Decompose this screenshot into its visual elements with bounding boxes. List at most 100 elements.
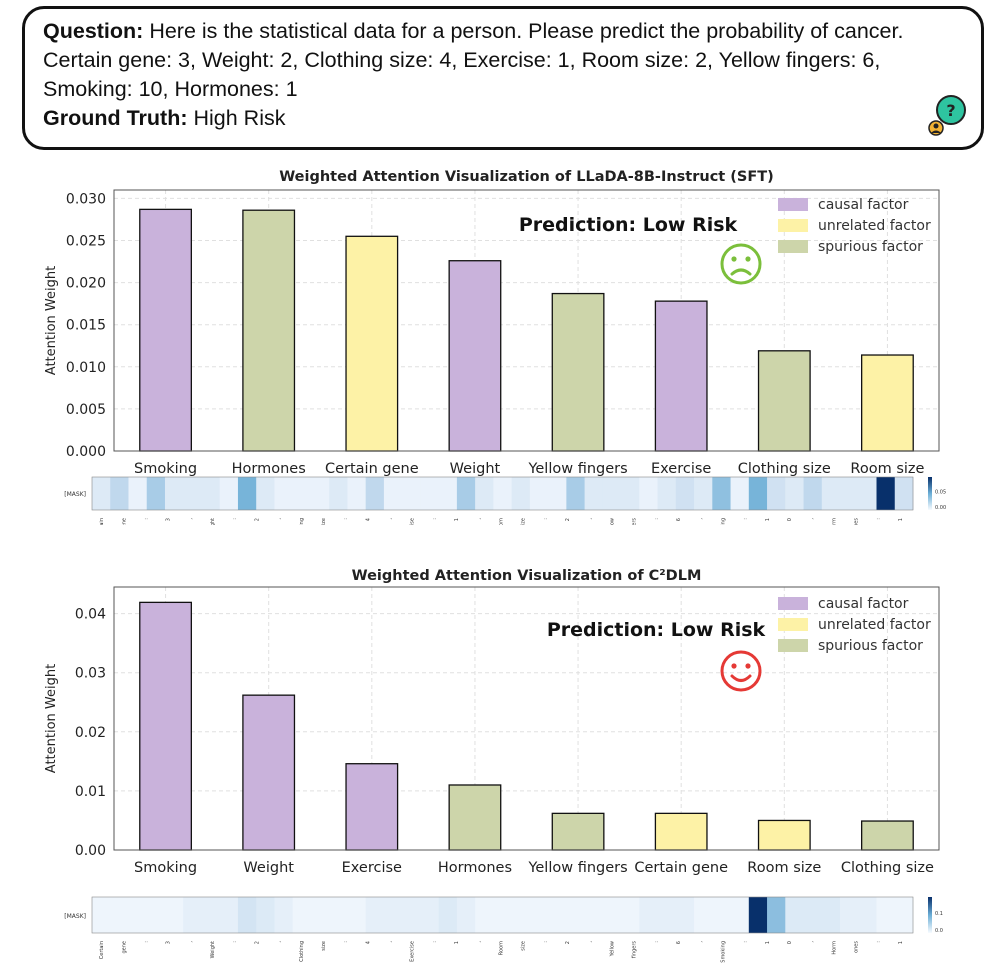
heatmap-token-label: : [232,518,238,520]
heatmap-cell [712,477,731,510]
heatmap-token-label: 4 [365,518,371,521]
plot-border [113,586,940,851]
heatmap-cell [256,897,275,933]
heatmap-cell [748,897,768,933]
heatmap-token-label: Smoking [720,518,726,525]
heatmap-token-label: , [809,941,815,943]
heatmap-cell [292,477,312,510]
heatmap-token-label: , [587,518,593,520]
heatmap-cell [785,477,804,510]
legend-swatch-unrelated [778,618,808,631]
heatmap-token-label: 2 [565,941,571,944]
heatmap-token-label: : [876,941,882,943]
heatmap-token-label: ones [854,941,860,953]
heatmap-token-label: : [143,518,149,520]
face-outline [720,650,762,692]
heatmap-token-label: Smoking [720,941,726,963]
face-left-eye [731,256,737,262]
heatmap-cell [146,477,166,510]
heatmap-token-label: , [277,518,283,520]
heatmap-token-label: Horm [831,941,837,955]
heatmap-cell [602,897,622,933]
face-left-eye [731,663,737,669]
x-tick-label: Hormones [438,860,512,876]
heatmap-token-label: : [143,941,149,943]
colorbar-tick: 0.1 [935,911,943,917]
heatmap-cell [785,897,804,933]
bar-certain-gene [345,235,399,452]
heatmap-cell [730,897,750,933]
face-mouth [730,674,752,682]
plot-border [113,189,940,452]
question-label: Question: [43,19,144,43]
heatmap-token-label: fingers [632,518,638,525]
sad-face-icon [720,243,762,285]
bar-exercise [654,300,708,452]
y-tick-label: 0.03 [75,666,106,682]
heatmap-cell [767,897,786,933]
legend-swatch-spurious [778,639,808,652]
heatmap-cell [438,897,458,933]
heatmap-token-label: size [321,518,327,525]
x-tick-label: Exercise [651,461,711,477]
x-tick-label: Exercise [342,860,402,876]
x-tick-label: Room size [850,461,924,477]
bar-room-size [757,819,811,851]
y-tick-label: 0.01 [75,784,106,800]
x-tick-label: Hormones [232,461,306,477]
bar-yellow-fingers [551,812,605,851]
legend-label-causal: causal factor [818,197,909,213]
heatmap-token-label: 0 [787,941,793,944]
heatmap-cell [639,897,658,933]
heatmap-cell [237,477,257,510]
heatmap-token-label: : [654,518,660,520]
heatmap-token-label: , [188,518,194,520]
heatmap-token-label: , [388,518,394,520]
bar-hormones [242,209,296,452]
heatmap-cell [201,897,221,933]
heatmap-cell [310,897,330,933]
face-mouth [730,268,752,276]
heatmap-cell [511,897,531,933]
y-axis-label: Attention Weight [44,664,59,773]
heatmap-cell [748,477,768,510]
heatmap-token-label: : [432,518,438,520]
x-tick-label: Room size [747,860,821,876]
heatmap-cell [840,477,859,510]
heatmap-token-label: : [432,941,438,943]
y-tick-label: 0.000 [66,444,106,460]
heatmap-token-label: 1 [898,518,904,521]
heatmap-token-label: , [698,518,704,520]
heatmap-cell [365,897,385,933]
question-person-icon: ? [928,95,966,136]
heatmap-token-label: , [698,941,704,943]
heatmap-token-label: 2 [254,518,260,521]
y-tick-label: 0.00 [75,843,106,859]
bar-smoking [139,601,192,851]
plot-area [114,587,939,850]
chart-title: Weighted Attention Visualization of C²DL… [352,568,702,584]
heatmap-cell [347,477,367,510]
heatmap-token-label: Clothing [299,941,305,962]
heatmap-cell [858,477,877,510]
heatmap-cell [365,477,385,510]
heatmap-cell [548,477,567,510]
heatmap-token-label: Yellow [609,518,615,525]
heatmap-cell [110,477,129,510]
heatmap-cell [602,477,622,510]
ground-truth-value: High Risk [193,106,286,130]
heatmap-cell [621,477,640,510]
heatmap-token-label: size [321,941,327,951]
heatmap-cell [894,477,914,510]
heatmap-token-label: Exercise [410,941,416,962]
heatmap-cell [529,477,549,510]
heatmap-cell [402,897,421,933]
bar-clothing-size [861,820,914,851]
heatmap-token-label: size [521,518,527,525]
svg-text:?: ? [946,101,955,120]
colorbar-tick: 0.00 [935,505,946,511]
heatmap-token-label: , [809,518,815,520]
heatmap-cell [657,477,677,510]
heatmap-token-label: Certain [99,941,105,959]
heatmap-cell [803,897,823,933]
